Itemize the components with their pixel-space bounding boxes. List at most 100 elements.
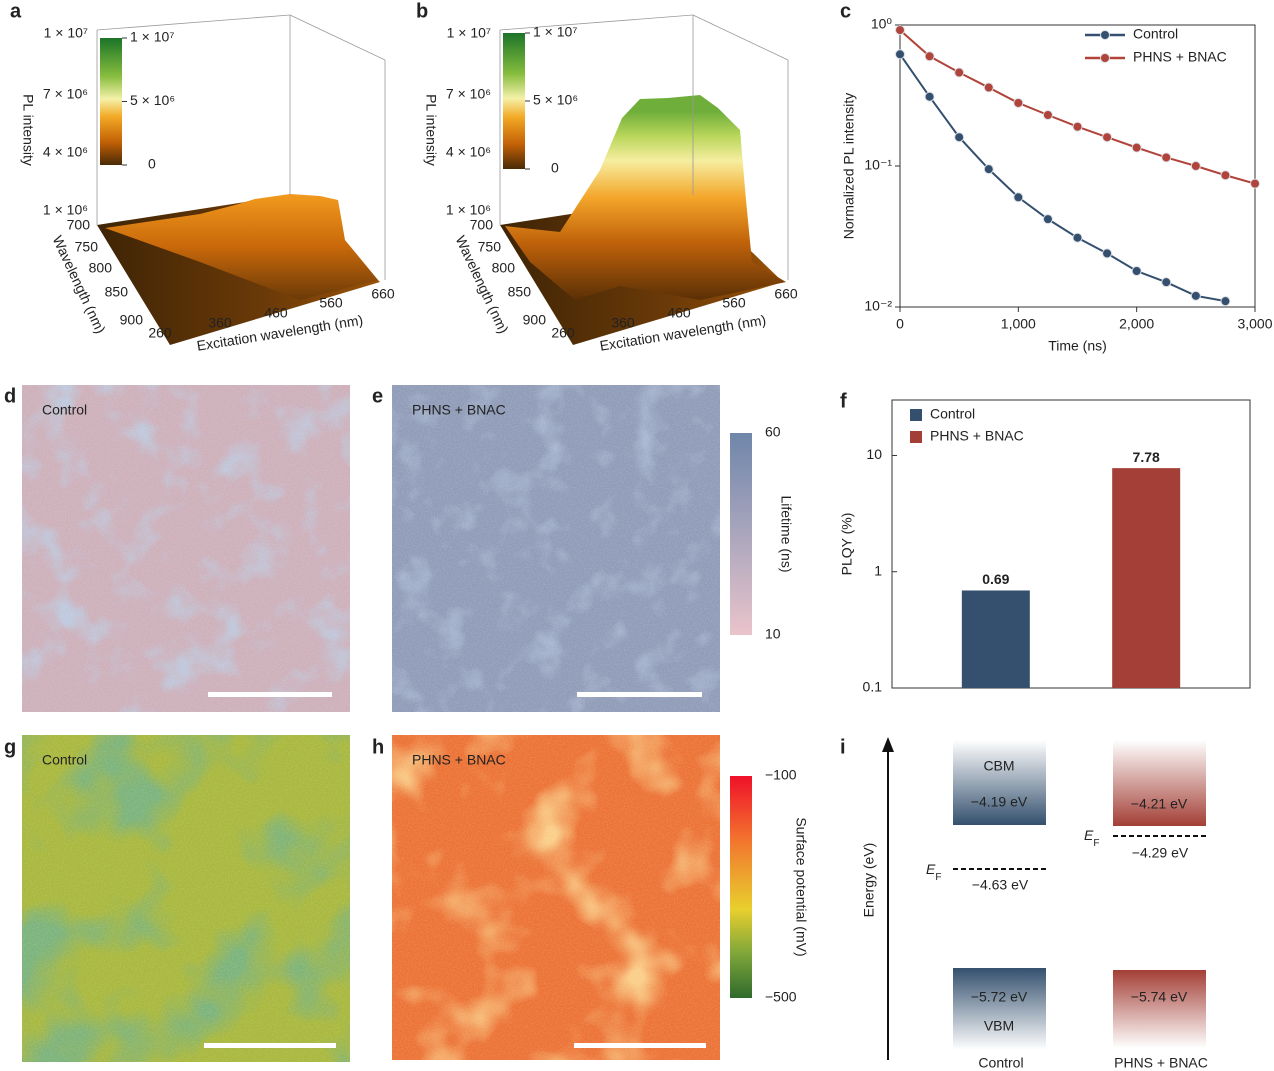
fermi-value: −4.29 eV [1132,845,1189,861]
colorbar-tick-label: 10 [765,626,781,642]
column-name: PHNS + BNAC [1114,1055,1208,1071]
value-label: 7.78 [1133,449,1160,465]
colorbar-tick-label: −500 [765,989,797,1005]
frame-line [499,14,694,31]
fermi-label: EF [926,861,941,883]
data-point [1102,248,1113,259]
data-point [954,132,965,143]
data-point [954,67,965,78]
panel-label: e [372,385,383,407]
colorbar-title: Surface potential (mV) [793,817,809,956]
x-tick-label: 660 [774,286,798,302]
map-title: Control [42,752,87,768]
map-title: PHNS + BNAC [412,402,506,418]
y-tick-label: 900 [120,312,144,328]
series-line [899,53,1226,303]
fermi-subscript: F [1093,838,1099,849]
z-tick-label: 1 × 10⁷ [44,25,88,41]
scale-bar [577,692,702,697]
vbm-value: −5.74 eV [1131,989,1188,1005]
bar [1112,468,1181,688]
surface [105,194,378,300]
bar [961,590,1030,688]
data-point [1042,214,1053,225]
data-point [1013,192,1024,203]
y-tick-label: 700 [67,217,91,233]
surface [505,95,786,300]
colorbar-tick-label: 60 [765,424,781,440]
colorbar [730,776,752,998]
colorbar [730,433,752,635]
y-tick-label: 1 [874,562,882,578]
z-tick-label: 1 × 10⁶ [446,202,491,218]
colorbar-tick-label: 0 [148,156,156,172]
x-tick-label: 560 [722,295,746,311]
energy-axis-title: Energy (eV) [861,843,877,918]
y-tick-label: 10 [866,446,882,462]
x-tick-label: 560 [319,295,343,311]
frame-line [692,14,789,61]
panel-label: i [840,736,846,758]
y-tick-label: 10⁻¹ [864,157,892,173]
data-point [1190,161,1201,171]
x-tick-label: 260 [148,325,172,341]
cbm-label: CBM [983,758,1014,774]
panel-label: a [10,0,22,22]
frame-line [96,14,291,31]
y-tick-label: 10⁰ [871,16,893,32]
y-tick-label: 10⁻² [864,298,892,314]
z-tick-label: 1 × 10⁷ [447,25,491,41]
data-point [1102,132,1113,143]
z-tick-label: 4 × 10⁶ [446,144,491,160]
x-tick-label: 360 [208,315,232,331]
scale-bar [574,1043,706,1048]
data-point [1220,296,1231,307]
fermi-label: EF [1084,827,1099,849]
legend-label: Control [1133,26,1178,42]
fermi-symbol: E [926,861,936,877]
energy-arrowhead [882,737,894,752]
fermi-value: −4.63 eV [972,877,1029,893]
fermi-subscript: F [935,872,941,883]
y-tick-label: 850 [105,284,129,300]
data-point [924,91,935,102]
colorbar-tick-label: 5 × 10⁶ [130,92,175,108]
data-point [1131,142,1142,153]
y-tick-label: 850 [508,284,532,300]
colorbar-tick-label: −100 [765,767,797,783]
value-label: 0.69 [982,571,1009,587]
colorbar-tick-label: 5 × 10⁶ [533,92,578,108]
cbm-band [953,740,1046,825]
colorbar-tick-label: 1 × 10⁷ [130,29,174,45]
colorbar [100,38,122,165]
data-point [1013,97,1024,108]
data-point [1190,290,1201,301]
plot-frame [899,24,1256,308]
vbm-band [1113,970,1206,1048]
y-axis-title: Normalized PL intensity [841,93,857,240]
panel-label: d [4,385,16,407]
x-tick-label: 460 [264,305,288,321]
x-tick-label: 360 [611,315,635,331]
z-axis-title: PL intensity [20,94,36,166]
x-tick-label: 2,000 [1119,316,1154,332]
legend-label: PHNS + BNAC [1133,49,1227,65]
panel-label: f [840,390,847,412]
y-tick-label: 800 [492,260,516,276]
data-point [1161,152,1172,163]
colorbar-title: Lifetime (ns) [778,495,794,572]
x-tick-label: 660 [371,286,395,302]
data-point [1161,277,1172,288]
colorbar [503,33,525,169]
legend-marker [1100,53,1110,63]
plot-frame [891,399,1251,689]
map-title: PHNS + BNAC [412,752,506,768]
vbm-band [953,968,1046,1050]
map-grain [392,735,720,1060]
y-tick-label: 750 [478,239,502,255]
z-tick-label: 4 × 10⁶ [43,144,88,160]
x-tick-label: 0 [896,316,904,332]
data-point [1220,170,1231,181]
